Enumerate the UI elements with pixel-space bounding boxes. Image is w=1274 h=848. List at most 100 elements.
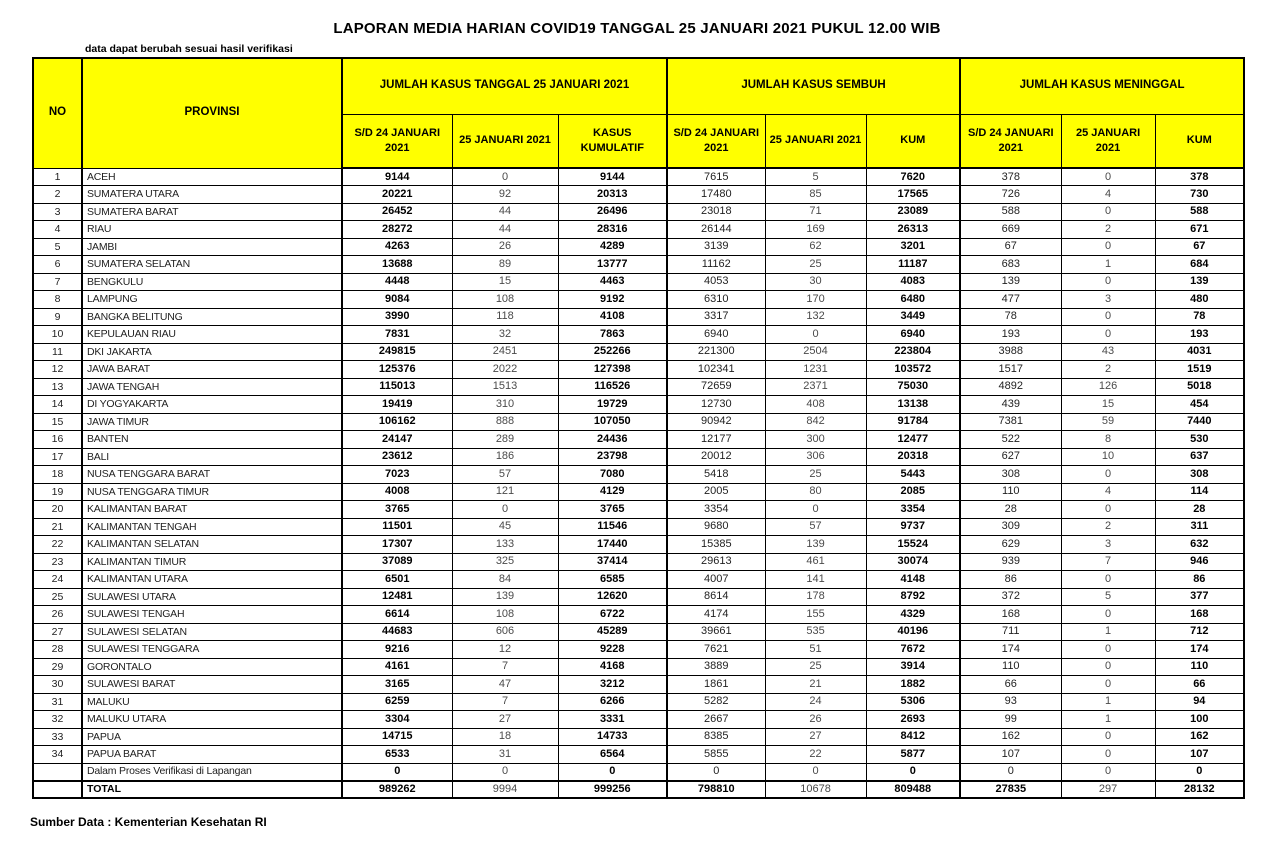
cell-no: 31 <box>32 692 83 711</box>
table-row: 28 SULAWESI TENGGARA 9216 12 9228 7621 5… <box>32 640 1245 659</box>
cell-kasus-25jan: 89 <box>451 255 559 274</box>
cell-sembuh-sd24: 12730 <box>666 395 766 414</box>
cell-meninggal-sd24: 726 <box>959 185 1062 204</box>
cell-kasus-sd24: 106162 <box>341 412 453 431</box>
cell-kasus-kumulatif: 7080 <box>557 465 668 484</box>
cell-meninggal-25jan: 0 <box>1060 605 1156 624</box>
cell-kasus-sd24: 7831 <box>341 325 453 344</box>
cell-kasus-sd24: 4008 <box>341 482 453 501</box>
cell-no: 19 <box>32 482 83 501</box>
cell-no: 16 <box>32 430 83 449</box>
cell-meninggal-25jan: 59 <box>1060 412 1156 431</box>
cell-sembuh-kum: 8792 <box>865 587 961 606</box>
cell-meninggal-kum: 94 <box>1154 692 1245 711</box>
cell-kasus-sd24: 6533 <box>341 745 453 764</box>
cell-meninggal-25jan: 0 <box>1060 675 1156 694</box>
cell-sembuh-25jan: 0 <box>764 325 867 344</box>
page-title: LAPORAN MEDIA HARIAN COVID19 TANGGAL 25 … <box>333 20 941 37</box>
cell-kasus-sd24: 4263 <box>341 237 453 256</box>
cell-provinsi: SUMATERA SELATAN <box>81 255 343 274</box>
cell-sembuh-25jan: 62 <box>764 237 867 256</box>
cell-kasus-sd24: 37089 <box>341 552 453 571</box>
cell-kasus-sd24: 7023 <box>341 465 453 484</box>
cell-provinsi: KALIMANTAN TENGAH <box>81 517 343 536</box>
cell-sembuh-sd24: 3889 <box>666 657 766 676</box>
cell-provinsi: SUMATERA UTARA <box>81 185 343 204</box>
cell-no: 14 <box>32 395 83 414</box>
cell-kasus-sd24: 17307 <box>341 535 453 554</box>
cell-provinsi: SULAWESI BARAT <box>81 675 343 694</box>
cell-kasus-kumulatif: 24436 <box>557 430 668 449</box>
covid-report-table: NO PROVINSI JUMLAH KASUS TANGGAL 25 JANU… <box>32 57 1246 799</box>
cell-sembuh-kum: 40196 <box>865 622 961 641</box>
cell-sembuh-sd24: 7615 <box>666 167 766 186</box>
cell-meninggal-25jan: 0 <box>1060 500 1156 519</box>
cell-provinsi: KEPULAUAN RIAU <box>81 325 343 344</box>
cell-no: 9 <box>32 307 83 326</box>
cell-meninggal-25jan: 3 <box>1060 290 1156 309</box>
cell-kasus-kumulatif: 23798 <box>557 447 668 466</box>
cell-meninggal-kum: 1519 <box>1154 360 1245 379</box>
cell-kasus-kumulatif: 9192 <box>557 290 668 309</box>
cell-provinsi: MALUKU <box>81 692 343 711</box>
cell-provinsi: DKI JAKARTA <box>81 342 343 361</box>
cell-sembuh-kum: 8412 <box>865 727 961 746</box>
cell-kasus-sd24: 9144 <box>341 167 453 186</box>
cell-no: 21 <box>32 517 83 536</box>
cell-kasus-sd24: 28272 <box>341 220 453 239</box>
cell-kasus-kumulatif: 4289 <box>557 237 668 256</box>
cell-sembuh-kum: 4083 <box>865 272 961 291</box>
cell-kasus-kumulatif: 0 <box>557 762 668 781</box>
col-header-provinsi: PROVINSI <box>81 57 343 169</box>
cell-kasus-sd24: 4161 <box>341 657 453 676</box>
cell-sembuh-sd24: 4007 <box>666 570 766 589</box>
cell-meninggal-kum: 632 <box>1154 535 1245 554</box>
cell-kasus-kumulatif: 9144 <box>557 167 668 186</box>
cell-kasus-kumulatif: 11546 <box>557 517 668 536</box>
cell-sembuh-sd24: 0 <box>666 762 766 781</box>
cell-no: 7 <box>32 272 83 291</box>
cell-sembuh-kum: 1882 <box>865 675 961 694</box>
group-header-kasus: JUMLAH KASUS TANGGAL 25 JANUARI 2021 <box>340 57 668 115</box>
cell-meninggal-kum: 139 <box>1154 272 1245 291</box>
cell-meninggal-sd24: 939 <box>959 552 1062 571</box>
cell-sembuh-sd24: 29613 <box>666 552 766 571</box>
cell-sembuh-kum: 17565 <box>865 185 961 204</box>
cell-meninggal-25jan: 43 <box>1060 342 1156 361</box>
table-row: 7 BENGKULU 4448 15 4463 4053 30 4083 139… <box>32 272 1245 291</box>
cell-kasus-25jan: 12 <box>451 640 559 659</box>
cell-no: 1 <box>32 167 83 186</box>
cell-kasus-sd24: 6501 <box>341 570 453 589</box>
cell-provinsi: Dalam Proses Verifikasi di Lapangan <box>81 762 343 781</box>
cell-sembuh-sd24: 8385 <box>666 727 766 746</box>
cell-sembuh-25jan: 10678 <box>764 780 867 799</box>
cell-meninggal-kum: 86 <box>1154 570 1245 589</box>
cell-sembuh-kum: 7620 <box>865 167 961 186</box>
cell-sembuh-25jan: 170 <box>764 290 867 309</box>
cell-no <box>32 780 83 799</box>
cell-sembuh-kum: 2085 <box>865 482 961 501</box>
cell-meninggal-sd24: 162 <box>959 727 1062 746</box>
cell-kasus-sd24: 989262 <box>341 780 453 799</box>
cell-kasus-25jan: 15 <box>451 272 559 291</box>
cell-sembuh-25jan: 30 <box>764 272 867 291</box>
cell-sembuh-sd24: 8614 <box>666 587 766 606</box>
cell-sembuh-sd24: 39661 <box>666 622 766 641</box>
cell-sembuh-25jan: 22 <box>764 745 867 764</box>
cell-sembuh-25jan: 5 <box>764 167 867 186</box>
cell-meninggal-sd24: 309 <box>959 517 1062 536</box>
cell-meninggal-sd24: 86 <box>959 570 1062 589</box>
cell-meninggal-25jan: 0 <box>1060 272 1156 291</box>
table-row: 21 KALIMANTAN TENGAH 11501 45 11546 9680… <box>32 517 1245 536</box>
cell-kasus-25jan: 108 <box>451 605 559 624</box>
cell-kasus-sd24: 23612 <box>341 447 453 466</box>
table-row: 12 JAWA BARAT 125376 2022 127398 102341 … <box>32 360 1245 379</box>
cell-no: 10 <box>32 325 83 344</box>
cell-sembuh-kum: 4148 <box>865 570 961 589</box>
cell-meninggal-kum: 946 <box>1154 552 1245 571</box>
cell-kasus-kumulatif: 4463 <box>557 272 668 291</box>
cell-meninggal-25jan: 0 <box>1060 570 1156 589</box>
cell-sembuh-kum: 9737 <box>865 517 961 536</box>
cell-meninggal-sd24: 193 <box>959 325 1062 344</box>
